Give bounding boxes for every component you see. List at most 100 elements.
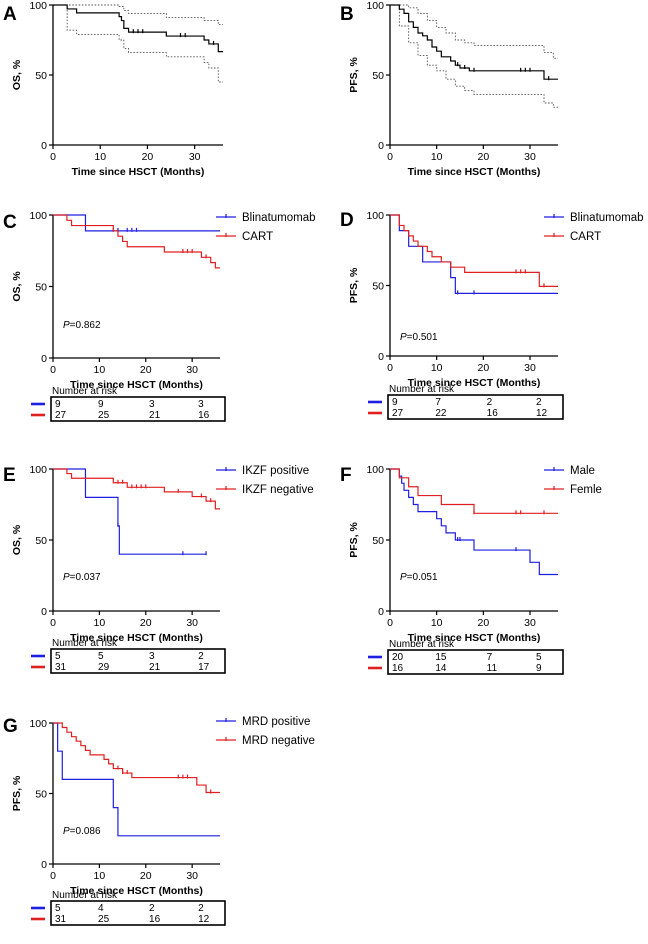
y-tick-label: 0 [378,351,384,363]
panel-letter: E [3,465,16,486]
survival-curve-1 [390,468,558,514]
legend-label: CART [242,231,273,243]
y-tick-label: 100 [29,210,47,222]
panel-g: G 0 10 20 30 0 50 100 Time since HSCT (Months) PF… [3,716,236,926]
risk-table-title: Number at risk [389,384,455,395]
x-tick-label: 20 [477,617,489,629]
risk-count: 2 [198,651,204,662]
risk-count: 27 [55,410,67,421]
y-tick-label: 50 [372,70,384,82]
x-tick-label: 30 [524,617,536,629]
survival-curve-1 [53,214,220,269]
risk-count: 2 [198,903,204,914]
survival-curve-1 [53,722,220,794]
x-tick-label: 0 [50,870,56,882]
p-value-symbol: P [63,572,70,583]
risk-table-box [50,900,226,926]
y-tick-label: 0 [41,606,47,618]
x-tick-label: 20 [140,870,152,882]
survival-curve-1 [53,468,220,510]
risk-table-box [387,649,564,675]
ci-lower-line [53,4,223,83]
x-tick-label: 10 [94,364,106,376]
risk-count: 27 [392,408,404,419]
survival-curve-0 [390,4,558,80]
risk-table-title: Number at risk [52,890,118,901]
panel-letter: A [3,4,17,25]
x-tick-label: 30 [186,617,198,629]
survival-curve-0 [53,468,207,555]
risk-count: 2 [487,397,493,408]
risk-count: 21 [149,662,161,673]
x-tick-label: 10 [94,617,106,629]
x-axis-title: Time since HSCT (Months) [408,377,541,389]
risk-count: 29 [98,662,110,673]
risk-table-box [50,396,226,422]
y-axis-title: PFS, % [348,522,360,558]
y-axis-title: OS, % [11,271,23,302]
risk-count: 16 [487,408,499,419]
y-tick-label: 100 [366,0,384,12]
p-value-symbol: P [400,572,407,583]
x-tick-label: 30 [524,362,536,374]
x-tick-label: 0 [50,364,56,376]
x-axis-title: Time since HSCT (Months) [408,632,541,644]
risk-count: 5 [98,651,104,662]
risk-table-box [50,648,226,674]
y-tick-label: 50 [35,70,47,82]
y-tick-label: 100 [29,464,47,476]
legend-label: Blinatumomab [570,212,644,224]
risk-count: 12 [536,408,548,419]
x-axis-title: Time since HSCT (Months) [70,885,203,897]
survival-curve-0 [53,4,223,53]
legend-label: Male [570,465,595,477]
risk-count: 20 [392,652,404,663]
risk-count: 16 [392,663,404,674]
panel-letter: C [3,212,17,233]
x-tick-label: 10 [94,870,106,882]
x-tick-label: 20 [140,364,152,376]
p-value-number: =0.086 [70,826,101,837]
p-value-number: =0.051 [407,572,438,583]
risk-count: 3 [198,399,204,410]
risk-count: 11 [487,663,498,674]
y-tick-label: 50 [372,281,384,293]
panel-e: E 0 10 20 30 0 50 100 Time since HSCT (Months) OS… [3,464,236,674]
ci-upper-line [390,4,558,59]
y-tick-label: 50 [35,789,47,801]
y-tick-label: 0 [378,140,384,152]
survival-curve-0 [53,214,220,232]
y-tick-label: 0 [378,606,384,618]
legend-label: MRD positive [242,716,310,728]
y-tick-label: 100 [366,210,384,222]
panel-letter: B [340,4,354,25]
ci-lower-line [390,4,558,108]
x-axis-title: Time since HSCT (Months) [72,166,205,178]
risk-count: 3 [149,651,155,662]
x-tick-label: 10 [94,151,106,163]
risk-count: 12 [198,914,210,925]
y-tick-label: 50 [372,535,384,547]
y-axis-title: OS, % [11,59,23,90]
x-tick-label: 20 [142,151,154,163]
panel-letter: D [340,210,354,231]
x-tick-label: 0 [387,362,393,374]
risk-count: 31 [55,662,67,673]
y-tick-label: 0 [41,353,47,365]
panel-letter: F [340,465,352,486]
x-tick-label: 20 [477,362,489,374]
risk-count: 16 [149,914,161,925]
x-tick-label: 30 [524,151,536,163]
p-value-number: =0.862 [70,320,101,331]
risk-count: 7 [487,652,493,663]
risk-table-title: Number at risk [52,386,118,397]
x-tick-label: 10 [431,362,443,374]
y-tick-label: 50 [35,282,47,294]
risk-count: 5 [55,651,61,662]
y-axis-title: PFS, % [348,267,360,303]
survival-curve-0 [390,214,558,294]
p-value: P=0.051 [400,572,438,583]
risk-count: 7 [435,397,441,408]
x-tick-label: 0 [387,617,393,629]
